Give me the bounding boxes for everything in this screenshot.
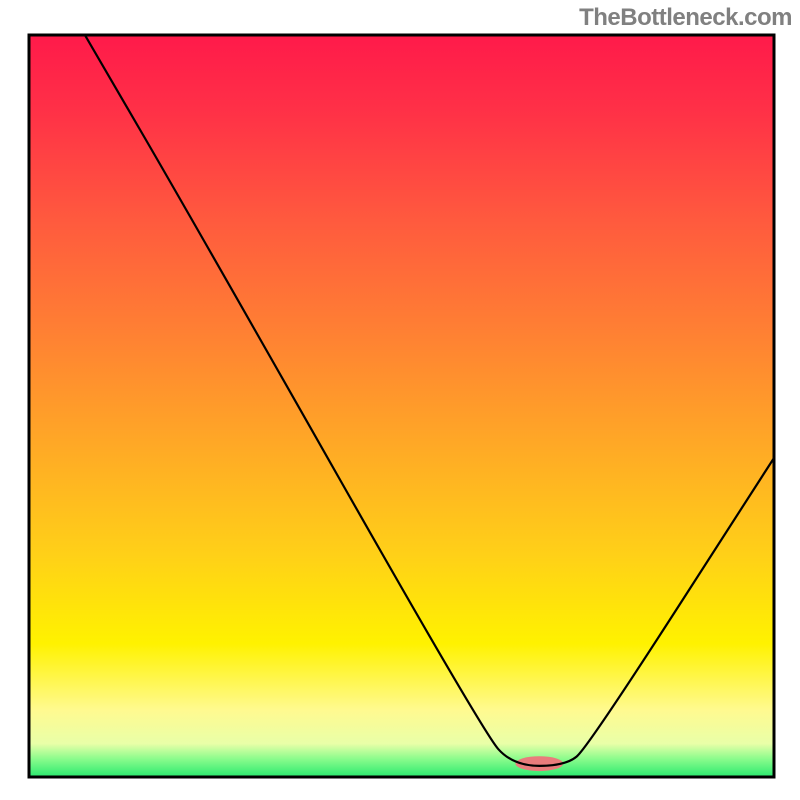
bottleneck-chart [0,0,800,800]
gradient-background [29,35,774,777]
chart-container: TheBottleneck.com [0,0,800,800]
watermark-text: TheBottleneck.com [579,4,792,32]
